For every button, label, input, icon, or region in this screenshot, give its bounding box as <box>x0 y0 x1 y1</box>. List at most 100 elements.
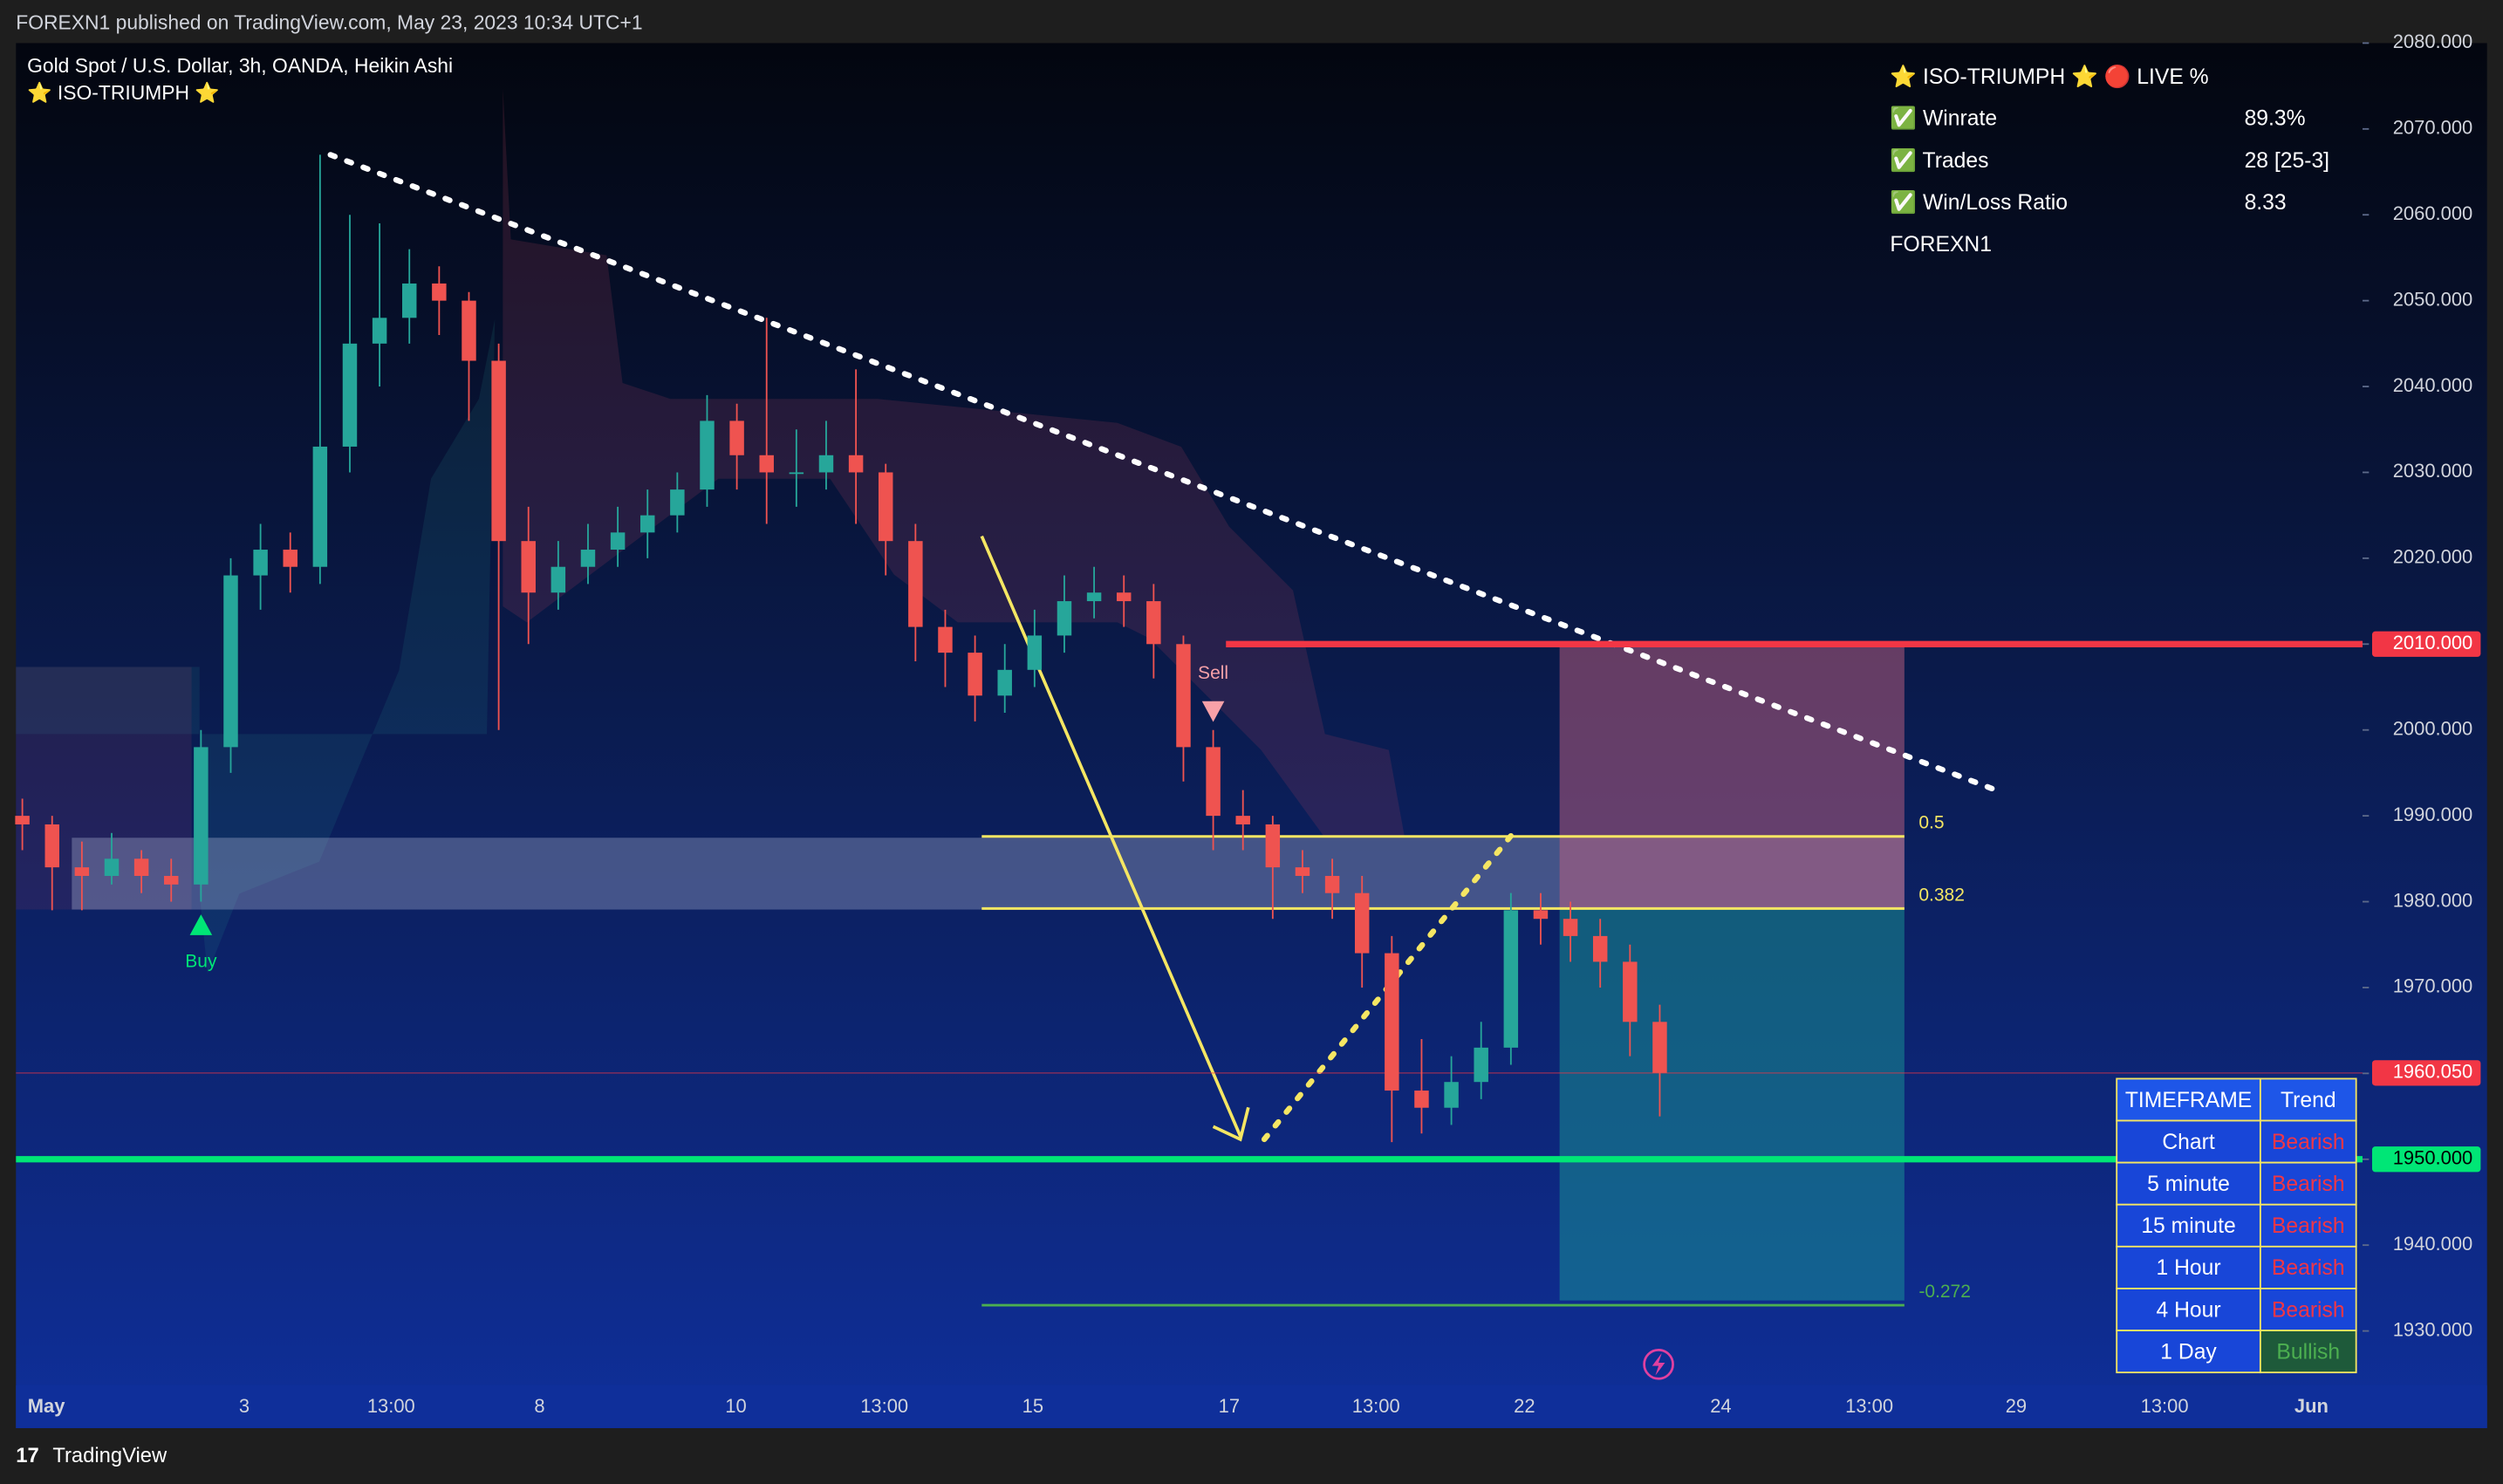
candle-body <box>253 550 268 576</box>
candle-body <box>1057 601 1072 636</box>
candle-body <box>521 541 536 593</box>
candle-body <box>1474 1047 1488 1083</box>
y-tick-label: 2070.000 <box>2393 117 2473 139</box>
candle-body <box>968 653 982 696</box>
x-tick-label: 13:00 <box>860 1395 908 1417</box>
x-tick-label: 8 <box>534 1395 544 1417</box>
table-text: 15 minute <box>2141 1214 2235 1238</box>
x-tick-label: 22 <box>1514 1395 1535 1417</box>
table-text: 1 Day <box>2160 1340 2217 1364</box>
candle-body <box>223 575 238 748</box>
table-cell <box>2116 1245 2261 1289</box>
candle-body <box>670 489 685 516</box>
candle-body <box>1206 747 1221 817</box>
table-cell <box>2259 1288 2357 1331</box>
table-text: Bearish <box>2272 1173 2345 1196</box>
y-tick-label: 2020.000 <box>2393 546 2473 568</box>
x-tick-label: 13:00 <box>367 1395 415 1417</box>
table-text: 1 Hour <box>2156 1256 2220 1280</box>
fib-label: 0.5 <box>1918 813 1944 833</box>
y-tick-label: 1940.000 <box>2393 1233 2473 1255</box>
x-tick-label: 17 <box>1219 1395 1240 1417</box>
stats-value: 89.3% <box>2245 107 2306 131</box>
candle-body <box>15 816 30 824</box>
candle-body <box>997 669 1012 696</box>
table-text: Chart <box>2162 1131 2215 1154</box>
signal-label: Sell <box>1198 663 1228 683</box>
candle-body <box>342 343 358 447</box>
candle-body <box>700 421 715 490</box>
y-tick-label: 2080.000 <box>2393 31 2473 52</box>
candle-body <box>848 455 864 473</box>
candle-body <box>1295 867 1310 877</box>
price-badge-label: 2010.000 <box>2393 632 2473 653</box>
price-badge <box>2371 631 2481 657</box>
table-cell <box>2259 1119 2357 1164</box>
table-cell <box>2259 1161 2357 1206</box>
candle-body <box>580 550 596 567</box>
candle-body <box>908 541 923 627</box>
candle-body <box>1652 1022 1667 1073</box>
candle-body <box>312 446 328 567</box>
fib-label: 0.382 <box>1918 885 1965 905</box>
table-text: Bearish <box>2272 1256 2345 1280</box>
candle-body <box>283 550 297 567</box>
y-tick-label: 1990.000 <box>2393 804 2473 825</box>
y-tick-label: 2030.000 <box>2393 460 2473 482</box>
footer-brand: TradingView <box>52 1444 168 1467</box>
stats-table: ✅ Winrate 89.3% ✅ Trades 28 [25-3] ✅ Win/Los… <box>1890 106 2329 215</box>
plot: 0.5 0.382 -0.272 Buy Sell <box>15 42 2370 1332</box>
candle-body <box>194 747 209 885</box>
table-text: Bearish <box>2272 1131 2345 1154</box>
target-zone <box>1559 909 1905 1301</box>
table-text: 5 minute <box>2147 1173 2230 1196</box>
candle-body <box>1444 1082 1459 1108</box>
table-text: Bullish <box>2276 1340 2340 1364</box>
x-tick-label: 13:00 <box>2141 1395 2189 1417</box>
stats-key: ✅ Winrate <box>1890 106 1997 131</box>
candle-body <box>74 867 90 877</box>
table-text: TIMEFRAME <box>2125 1089 2252 1112</box>
candle-body <box>759 455 774 473</box>
x-tick-label: 13:00 <box>1352 1395 1400 1417</box>
cloud-left <box>16 667 192 910</box>
x-tick-label: 13:00 <box>1845 1395 1893 1417</box>
x-tick-label: May <box>28 1395 65 1417</box>
stop-zone <box>1559 644 1905 910</box>
stats-footer: FOREXN1 <box>1890 233 1992 256</box>
event-icon[interactable] <box>1643 1348 1674 1380</box>
candle-body <box>1533 910 1549 920</box>
table-cell <box>2259 1203 2357 1248</box>
table-text: Trend <box>2281 1089 2336 1112</box>
stats-title: ⭐ ISO-TRIUMPH ⭐ 🔴 LIVE % <box>1890 64 2208 89</box>
table-text: Bearish <box>2272 1298 2345 1322</box>
table-cell <box>2116 1203 2261 1248</box>
time-axis-bg <box>16 1385 2487 1428</box>
candle-body <box>432 283 447 301</box>
y-tick-label: 1930.000 <box>2393 1318 2473 1340</box>
table-cell <box>2259 1330 2357 1374</box>
candle-body <box>1623 961 1638 1022</box>
y-tick-label: 2000.000 <box>2393 717 2473 739</box>
table-cell <box>2116 1077 2261 1122</box>
trend-line <box>327 152 1999 793</box>
publish-header: FOREXN1 published on TradingView.com, Ma… <box>16 10 642 33</box>
candle-body <box>1146 601 1161 645</box>
price-badge <box>2371 1146 2481 1173</box>
candle-body <box>133 858 149 877</box>
x-tick-label: Jun <box>2294 1395 2329 1417</box>
trend-table: TIMEFRAME Trend Chart Bearish 5 minute Bearis… <box>2116 1077 2357 1374</box>
candle-body <box>1176 644 1191 748</box>
candle-body <box>1235 816 1250 824</box>
candle-body <box>878 472 893 542</box>
stats-value: 8.33 <box>2245 191 2287 215</box>
y-tick-label: 1970.000 <box>2393 975 2473 997</box>
indicator-name: ⭐ ISO-TRIUMPH ⭐ <box>27 81 220 104</box>
table-cell <box>2116 1119 2261 1164</box>
signal-label: Buy <box>185 952 217 972</box>
candle-body <box>729 421 744 455</box>
logo-mark: 17 <box>16 1444 38 1467</box>
stats-key: ✅ Trades <box>1890 147 1988 173</box>
candle-body <box>1385 953 1399 1091</box>
